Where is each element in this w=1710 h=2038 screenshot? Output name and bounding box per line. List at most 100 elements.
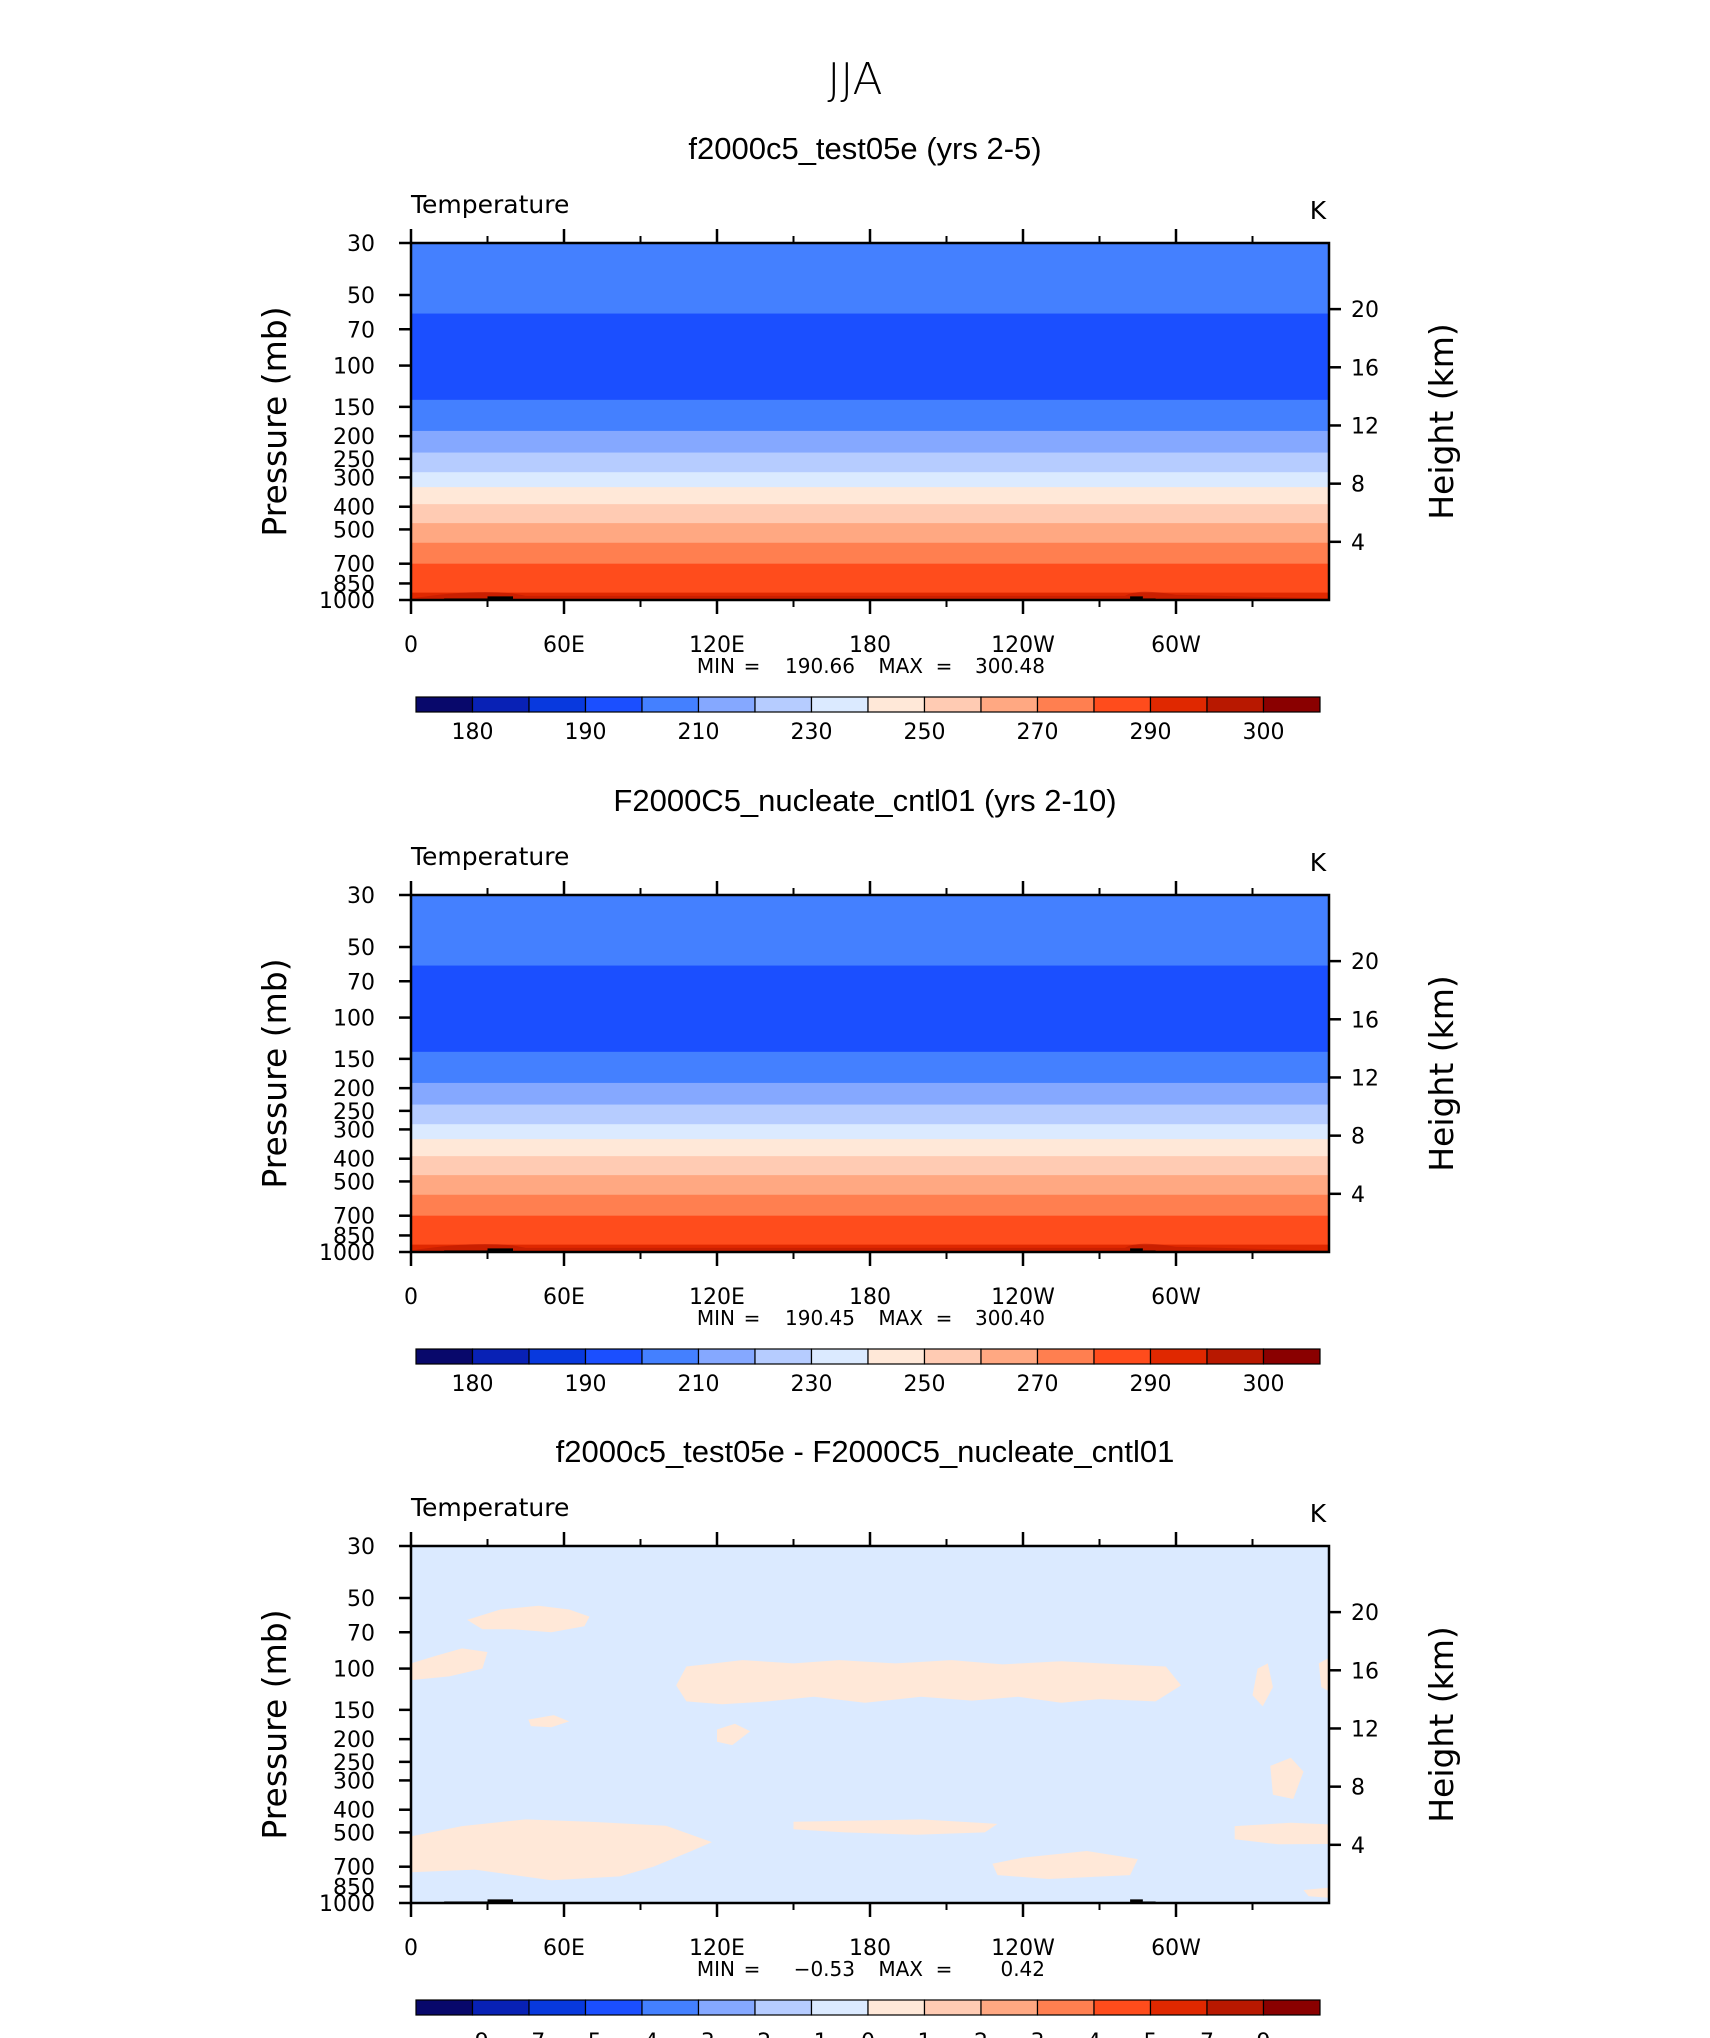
colorbar: 180 190 210 230 250 270 290 300 xyxy=(415,696,1321,745)
contour-band xyxy=(411,313,1329,401)
y-axis-title: Pressure (mb) xyxy=(255,1609,294,1839)
colorbar-swatch xyxy=(1036,1348,1095,1365)
topography xyxy=(487,1248,513,1252)
colorbar-label: −9 xyxy=(456,2030,488,2038)
y-tick-label: 1000 xyxy=(319,1241,375,1266)
height-tick-label: 4 xyxy=(1351,531,1365,556)
colorbar-label: 180 xyxy=(452,1372,494,1397)
colorbar-swatch xyxy=(754,1999,813,2016)
contour-band xyxy=(411,563,1329,594)
colorbar-label: −7 xyxy=(513,2030,545,2038)
colorbar-swatch xyxy=(754,1348,813,1365)
y-axis-title-right: Height (km) xyxy=(1422,323,1461,520)
colorbar-swatch xyxy=(1149,1999,1208,2016)
colorbar-swatch xyxy=(980,1999,1039,2016)
x-tick-label: 120E xyxy=(689,633,745,658)
colorbar-swatch xyxy=(415,696,474,713)
colorbar-swatch xyxy=(1093,1348,1152,1365)
y-tick-label: 150 xyxy=(333,1699,375,1724)
colorbar: −9 −7 −5 −4 −3 −2 −1 0 1 2 3 4 5 7 9 xyxy=(415,1999,1321,2038)
contour-band xyxy=(411,487,1329,505)
colorbar-label: 210 xyxy=(678,1372,720,1397)
plot-area xyxy=(411,1546,1329,1903)
y-tick-label: 300 xyxy=(333,1118,375,1143)
colorbar-swatch xyxy=(697,1348,756,1365)
plot-area xyxy=(411,243,1329,600)
contour-band xyxy=(411,1215,1329,1246)
contour-band xyxy=(411,1139,1329,1157)
colorbar-swatch xyxy=(1093,696,1152,713)
contour-band xyxy=(411,399,1329,432)
colorbar-label: 230 xyxy=(791,1372,833,1397)
min-label: MIN xyxy=(697,1957,735,1981)
y-tick-label: 300 xyxy=(333,466,375,491)
x-tick-label: 60E xyxy=(543,1285,585,1310)
colorbar-swatch xyxy=(1093,1999,1152,2016)
height-tick-label: 8 xyxy=(1351,1125,1365,1150)
colorbar-swatch xyxy=(1036,696,1095,713)
y-tick-label: 30 xyxy=(347,1535,375,1560)
contour-patch xyxy=(528,1715,570,1728)
height-tick-label: 16 xyxy=(1351,1008,1379,1033)
contour-band xyxy=(411,542,1329,565)
height-tick-label: 20 xyxy=(1351,950,1379,975)
y-tick-label: 100 xyxy=(333,1658,375,1683)
colorbar-label: 4 xyxy=(1087,2030,1101,2038)
colorbar-swatch xyxy=(641,1999,700,2016)
panel-title: f2000c5_test05e (yrs 2-5) xyxy=(688,131,1041,166)
colorbar-swatch xyxy=(528,696,587,713)
contour-band xyxy=(411,472,1329,488)
y-tick-label: 150 xyxy=(333,1048,375,1073)
plot-area xyxy=(411,895,1329,1252)
units-label: K xyxy=(1310,848,1327,877)
colorbar-label: 5 xyxy=(1144,2030,1158,2038)
x-tick-label: 120W xyxy=(991,1285,1055,1310)
y-tick-label: 250 xyxy=(333,448,375,473)
contour-band xyxy=(411,965,1329,1053)
min-label: MIN xyxy=(697,654,735,678)
contour-band xyxy=(411,1082,1329,1106)
contour-band xyxy=(411,504,1329,524)
colorbar-swatch xyxy=(867,1999,926,2016)
contour-band xyxy=(411,430,1329,454)
contour-band xyxy=(411,1124,1329,1140)
colorbar-swatch xyxy=(415,1999,474,2016)
y-tick-label: 30 xyxy=(347,232,375,257)
y-tick-label: 250 xyxy=(333,1751,375,1776)
panel-2: F2000C5_nucleate_cntl01 (yrs 2-10) Temper… xyxy=(255,783,1461,1397)
x-tick-label: 60E xyxy=(543,1936,585,1961)
min-value: 190.66 xyxy=(785,654,855,678)
topography xyxy=(1130,1248,1143,1252)
y-tick-label: 400 xyxy=(333,1148,375,1173)
y-tick-label: 150 xyxy=(333,396,375,421)
colorbar-swatch xyxy=(641,1348,700,1365)
contour-band xyxy=(411,1051,1329,1084)
colorbar-swatch xyxy=(810,1348,869,1365)
y-tick-label: 700 xyxy=(333,1205,375,1230)
contour-band xyxy=(411,1156,1329,1176)
surface-band xyxy=(411,591,1329,600)
contour-patch xyxy=(717,1723,751,1746)
units-label: K xyxy=(1310,196,1327,225)
colorbar-swatch xyxy=(528,1348,587,1365)
contour-band xyxy=(411,913,1329,967)
colorbar-swatch xyxy=(810,1999,869,2016)
y-tick-label: 200 xyxy=(333,1728,375,1753)
y-tick-label: 400 xyxy=(333,496,375,521)
colorbar-label: 2 xyxy=(974,2030,988,2038)
y-tick-label: 400 xyxy=(333,1799,375,1824)
y-tick-label: 250 xyxy=(333,1100,375,1125)
max-value: 0.42 xyxy=(1000,1957,1045,1981)
contour-band xyxy=(411,523,1329,544)
figure-title: JJA xyxy=(827,54,882,105)
x-tick-label: 0 xyxy=(404,1285,418,1310)
colorbar-label: 250 xyxy=(904,720,946,745)
contour-patch xyxy=(1318,1657,1329,1692)
colorbar-swatch xyxy=(1206,1999,1265,2016)
colorbar-swatch xyxy=(584,696,643,713)
y-tick-label: 200 xyxy=(333,425,375,450)
y-tick-label: 70 xyxy=(347,970,375,995)
x-tick-label: 60W xyxy=(1151,1285,1201,1310)
max-equals: = xyxy=(936,1957,953,1981)
